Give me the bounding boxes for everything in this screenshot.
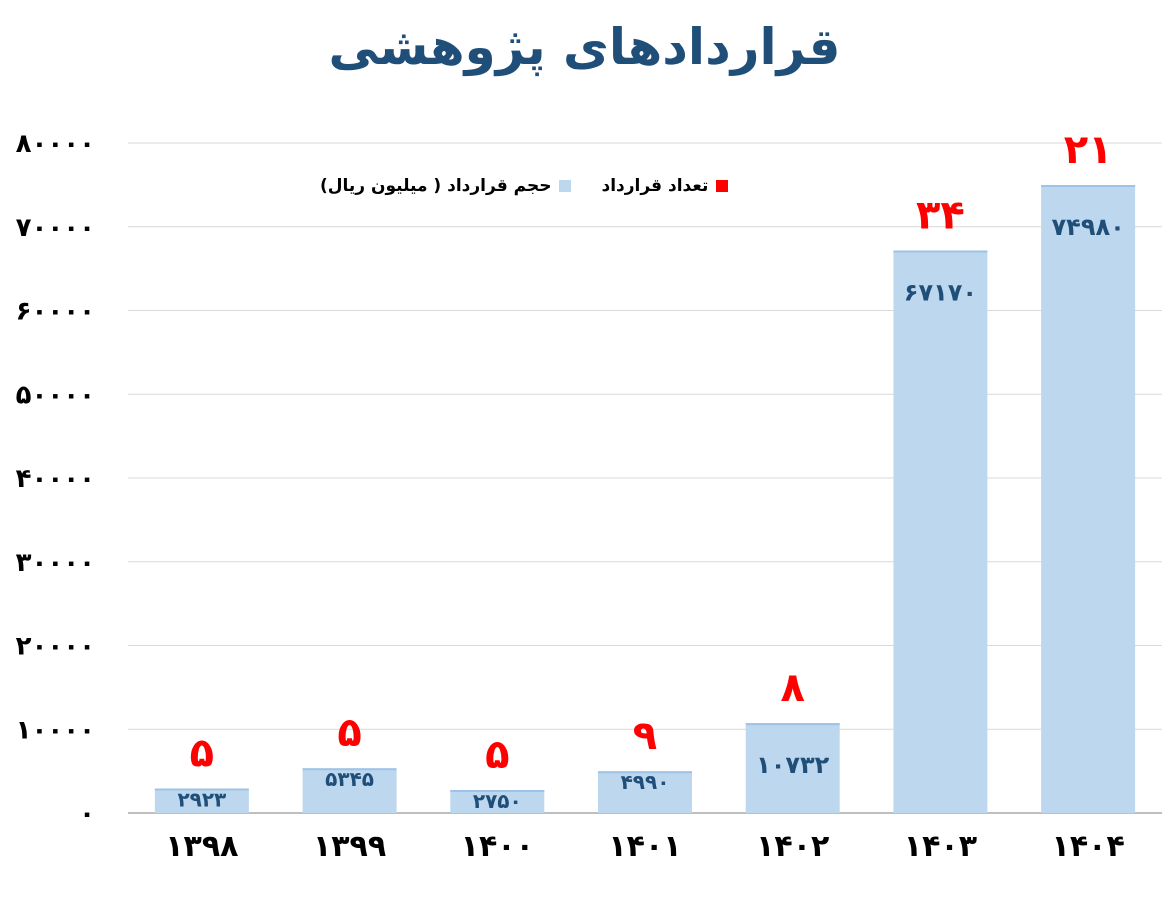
bar [450,789,545,813]
bar [1041,185,1136,814]
legend-label-count: تعداد قرارداد [601,176,709,196]
bar [893,250,988,814]
x-tick-label: ۱۴۰۲ [756,829,829,864]
bar [598,771,692,813]
count-label: ۹ [633,713,657,759]
count-label: ۸ [781,665,805,711]
bar-value-label: ۵۳۴۵ [325,767,374,791]
y-tick-label: ۷۰۰۰۰ [16,213,95,243]
bar [302,768,397,813]
y-tick-label: ۲۰۰۰۰ [16,632,95,662]
bar [745,723,840,813]
y-tick-label: ۳۰۰۰۰ [16,548,95,578]
bar-value-label: ۲۹۲۳ [177,788,226,812]
x-tick-label: ۱۳۹۸ [165,829,238,864]
legend-swatch-count [716,180,729,192]
chart-title: قراردادهای پژوهشی [328,18,841,76]
bar-value-label: ۷۴۹۸۰ [1052,213,1125,241]
count-label: ۵ [485,732,509,778]
y-tick-label: ۶۰۰۰۰ [16,297,95,327]
bar [154,788,249,813]
y-tick-label: ۵۰۰۰۰ [16,380,95,410]
y-tick-label: ۰ [79,799,95,829]
count-label: ۵ [337,710,361,756]
x-tick-label: ۱۴۰۰ [461,829,534,864]
x-tick-label: ۱۳۹۹ [313,829,386,864]
x-tick-label: ۱۴۰۱ [608,829,681,864]
y-tick-label: ۸۰۰۰۰ [16,129,95,159]
x-tick-label: ۱۴۰۳ [904,829,977,864]
count-label: ۵ [190,731,214,777]
legend-label-volume: حجم قرارداد ( میلیون ریال) [320,176,552,196]
legend: حجم قرارداد ( میلیون ریال) تعداد قرارداد [290,176,729,196]
y-tick-label: ۴۰۰۰۰ [16,464,95,494]
bar-value-label: ۱۰۷۳۲ [756,751,830,779]
legend-item-count: تعداد قرارداد [601,176,729,196]
legend-item-volume: حجم قرارداد ( میلیون ریال) [320,176,572,196]
count-label: ۳۴ [916,192,965,238]
bar-value-label: ۶۷۱۷۰ [904,278,977,306]
bar-value-label: ۴۹۹۰ [621,770,670,794]
count-label: ۲۱ [1064,127,1113,173]
bar-value-label: ۲۷۵۰ [473,789,522,813]
y-tick-label: ۱۰۰۰۰ [16,715,95,745]
x-tick-label: ۱۴۰۴ [1052,829,1125,864]
legend-swatch-volume [559,180,572,192]
